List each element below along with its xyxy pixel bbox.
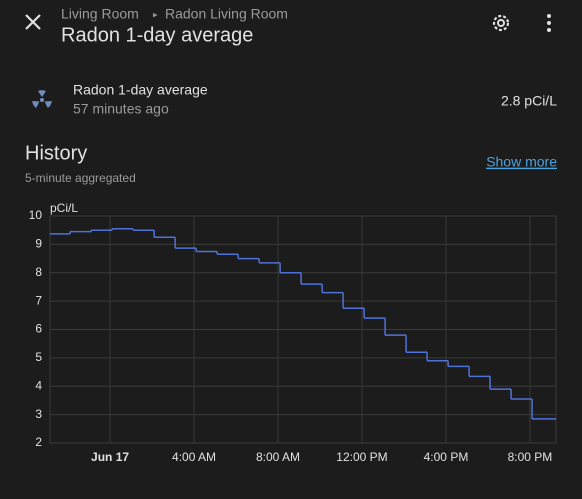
breadcrumb-item[interactable]: Radon Living Room <box>165 6 288 22</box>
settings-button[interactable] <box>492 14 510 32</box>
history-title: History <box>25 142 87 164</box>
plot-frame <box>49 215 557 444</box>
menu-button[interactable] <box>547 14 551 32</box>
x-tick-label: 8:00 PM <box>508 450 553 464</box>
x-tick-label: 12:00 PM <box>336 450 387 464</box>
y-tick-label: 8 <box>35 265 42 279</box>
breadcrumb-separator: ▸ <box>153 9 158 19</box>
y-tick-label: 9 <box>35 237 42 251</box>
x-tick-label: Jun 17 <box>91 450 129 464</box>
y-tick-label: 4 <box>35 378 42 392</box>
dialog-title: Radon 1-day average <box>61 24 253 46</box>
y-tick-label: 10 <box>29 208 43 222</box>
close-button[interactable] <box>25 14 41 30</box>
x-tick-label: 4:00 PM <box>424 450 469 464</box>
chart: 2 3 4 5 6 7 8 9 10 Jun 17 4:00 AM 8:00 AM 12:00 PM 4:… <box>29 208 557 464</box>
y-tick-label: 6 <box>35 322 42 336</box>
history-subtitle: 5-minute aggregated <box>25 171 136 185</box>
y-axis-label: pCi/L <box>50 201 78 215</box>
y-tick-label: 7 <box>35 293 42 307</box>
x-tick-label: 4:00 AM <box>172 450 216 464</box>
y-tick-label: 5 <box>35 350 42 364</box>
radon-icon <box>32 90 52 108</box>
show-more-link[interactable]: Show more <box>486 154 557 170</box>
x-tick-label: 8:00 AM <box>256 450 300 464</box>
breadcrumb-item[interactable]: Living Room <box>61 6 139 22</box>
entity-state: 2.8 pCi/L <box>501 93 557 109</box>
y-tick-label: 2 <box>35 435 42 449</box>
y-tick-label: 3 <box>35 407 42 421</box>
entity-name: Radon 1-day average <box>73 82 208 98</box>
entity-updated: 57 minutes ago <box>73 101 169 117</box>
